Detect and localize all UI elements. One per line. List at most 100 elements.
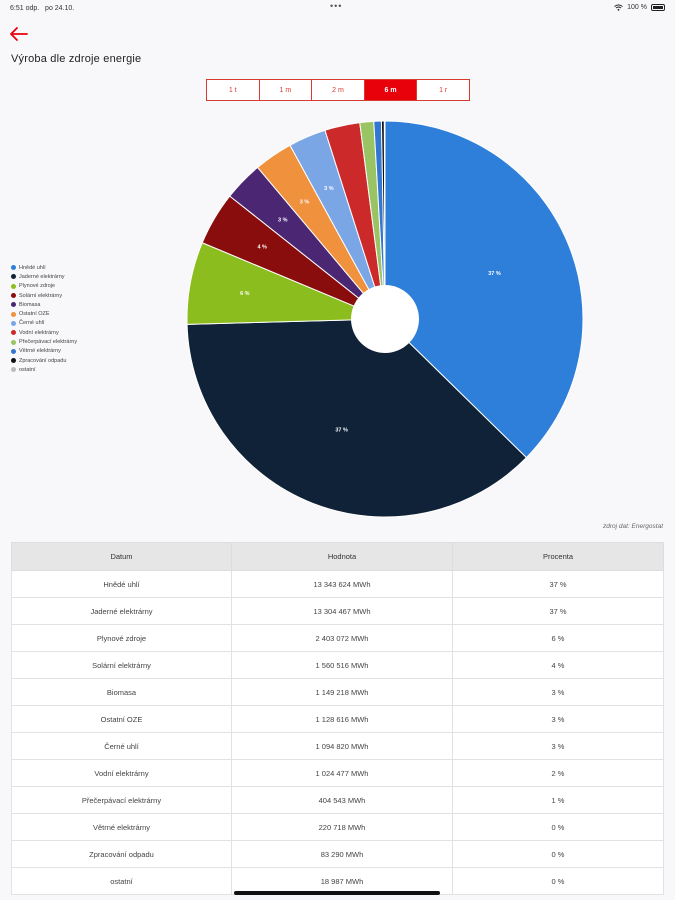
row-value-cell: 1 024 477 MWh [231,759,453,787]
slice-percent-label: 37 % [335,428,348,434]
table-row: Jaderné elektrárny 13 304 467 MWh 37 % [11,597,664,625]
legend-swatch [11,293,16,299]
pie-slice[interactable] [186,318,528,518]
row-percent-cell: 3 % [452,732,664,760]
row-value-cell: 2 403 072 MWh [231,624,453,652]
legend-swatch [11,265,16,271]
home-indicator[interactable] [234,891,440,895]
table-row: Vodní elektrárny 1 024 477 MWh 2 % [11,759,664,787]
row-value-cell: 1 149 218 MWh [231,678,453,706]
row-source-cell: Vodní elektrárny [11,759,232,787]
legend-item[interactable]: Černé uhlí [11,319,77,328]
status-time: 6:51 odp. po 24.10. [10,5,75,12]
column-header-value: Hodnota [231,542,453,571]
legend-item[interactable]: Biomasa [11,300,77,309]
legend-swatch [11,283,16,289]
legend-swatch [11,348,16,354]
status-right: 100 % [614,4,665,11]
row-percent-cell: 0 % [452,813,664,841]
table-row: Zpracování odpadu 83 290 MWh 0 % [11,840,664,868]
table-row: Černé uhlí 1 094 820 MWh 3 % [11,732,664,760]
back-arrow-icon[interactable] [8,24,30,44]
legend-swatch [11,274,16,280]
row-value-cell: 83 290 MWh [231,840,453,868]
row-percent-cell: 6 % [452,624,664,652]
legend-label: Zpracování odpadu [19,357,67,364]
legend-item[interactable]: Solární elektrárny [11,291,77,300]
row-source-cell: Hnědé uhlí [11,570,232,598]
period-tab-1m[interactable]: 1 m [260,80,313,100]
legend-label: Větrné elektrárny [19,348,61,355]
table-row: Solární elektrárny 1 560 516 MWh 4 % [11,651,664,679]
page-title: Výroba dle zdroje energie [11,53,142,65]
table-row: Přečerpávací elektrárny 404 543 MWh 1 % [11,786,664,814]
row-percent-cell: 3 % [452,705,664,733]
row-value-cell: 13 304 467 MWh [231,597,453,625]
slice-percent-label: 6 % [240,291,250,297]
slice-percent-label: 4 % [257,245,267,251]
legend-item[interactable]: Ostatní OZE [11,309,77,318]
row-value-cell: 18 987 MWh [231,867,453,895]
slice-percent-label: 37 % [488,271,501,277]
legend-label: ostatní [19,366,36,373]
row-value-cell: 220 718 MWh [231,813,453,841]
legend-item[interactable]: Plynové zdroje [11,282,77,291]
battery-percent: 100 % [627,4,647,11]
battery-icon [651,4,665,11]
column-header-date: Datum [11,542,232,571]
legend-label: Vodní elektrárny [19,329,59,336]
row-source-cell: Přečerpávací elektrárny [11,786,232,814]
legend-swatch [11,367,16,373]
table-row: Biomasa 1 149 218 MWh 3 % [11,678,664,706]
table-header-row: Datum Hodnota Procenta [11,542,664,571]
row-source-cell: Zpracování odpadu [11,840,232,868]
pie-slice[interactable] [384,120,584,459]
row-value-cell: 1 094 820 MWh [231,732,453,760]
legend-item[interactable]: Větrné elektrárny [11,347,77,356]
legend-item[interactable]: Hnědé uhlí [11,263,77,272]
legend-swatch [11,311,16,317]
legend-swatch [11,339,16,345]
table-row: Ostatní OZE 1 128 616 MWh 3 % [11,705,664,733]
pie-chart: 37 % 37 % 6 % 4 % 3 % 3 % 3 % [186,120,584,518]
row-source-cell: Plynové zdroje [11,624,232,652]
row-value-cell: 1 560 516 MWh [231,651,453,679]
period-tab-2m[interactable]: 2 m [312,80,365,100]
row-percent-cell: 37 % [452,570,664,598]
data-source-note: zdroj dat: Energostat [603,523,663,530]
legend-label: Jaderné elektrárny [19,273,65,280]
row-value-cell: 1 128 616 MWh [231,705,453,733]
status-bar: 6:51 odp. po 24.10. ••• 100 % [0,0,675,18]
row-percent-cell: 3 % [452,678,664,706]
row-percent-cell: 4 % [452,651,664,679]
legend-item[interactable]: Vodní elektrárny [11,328,77,337]
period-tab-1r[interactable]: 1 r [439,86,448,94]
period-tab-1t[interactable]: 1 t [207,80,260,100]
legend-item[interactable]: Zpracování odpadu [11,356,77,365]
legend-item[interactable]: Jaderné elektrárny [11,272,77,281]
row-source-cell: Ostatní OZE [11,705,232,733]
legend-label: Biomasa [19,301,41,308]
legend-item[interactable]: Přečerpávací elektrárny [11,337,77,346]
multitasking-dots-icon[interactable]: ••• [330,1,343,11]
legend-swatch [11,330,16,336]
legend-label: Přečerpávací elektrárny [19,339,78,346]
table-row: ostatní 18 987 MWh 0 % [11,867,664,895]
row-percent-cell: 0 % [452,840,664,868]
legend-label: Ostatní OZE [19,311,50,318]
row-percent-cell: 1 % [452,786,664,814]
legend-item[interactable]: ostatní [11,365,77,374]
pie-slice[interactable] [383,120,386,320]
legend-swatch [11,358,16,364]
slice-percent-label: 3 % [324,186,334,192]
row-source-cell: Biomasa [11,678,232,706]
legend-swatch [11,302,16,308]
period-tab-6m[interactable]: 6 m [364,80,418,100]
slice-percent-label: 3 % [278,218,288,224]
slice-percent-label: 3 % [300,199,310,205]
legend-swatch [11,320,16,326]
legend-label: Hnědé uhlí [19,264,46,271]
row-source-cell: Jaderné elektrárny [11,597,232,625]
row-percent-cell: 0 % [452,867,664,895]
table-row: Hnědé uhlí 13 343 624 MWh 37 % [11,570,664,598]
